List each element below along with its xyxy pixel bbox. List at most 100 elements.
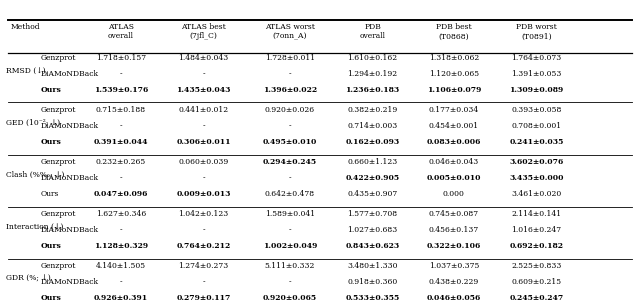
Text: 0.456±0.137: 0.456±0.137 xyxy=(429,226,479,234)
Text: 0.000: 0.000 xyxy=(443,190,465,199)
Text: 0.441±0.012: 0.441±0.012 xyxy=(179,106,228,114)
Text: 0.438±0.229: 0.438±0.229 xyxy=(429,278,479,286)
Text: Ours: Ours xyxy=(41,242,62,250)
Text: DiAMoNDBack: DiAMoNDBack xyxy=(41,278,99,286)
Text: 1.274±0.273: 1.274±0.273 xyxy=(179,262,229,270)
Text: 1.391±0.053: 1.391±0.053 xyxy=(511,70,562,78)
Text: 0.046±0.043: 0.046±0.043 xyxy=(429,158,479,166)
Text: 0.609±0.215: 0.609±0.215 xyxy=(511,278,562,286)
Text: 1.396±0.022: 1.396±0.022 xyxy=(262,86,317,94)
Text: DiAMoNDBack: DiAMoNDBack xyxy=(41,70,99,78)
Text: 2.114±0.141: 2.114±0.141 xyxy=(511,210,562,218)
Text: 0.162±0.093: 0.162±0.093 xyxy=(346,138,400,146)
Text: 1.016±0.247: 1.016±0.247 xyxy=(511,226,562,234)
Text: 3.480±1.330: 3.480±1.330 xyxy=(348,262,398,270)
Text: 0.046±0.056: 0.046±0.056 xyxy=(427,295,481,302)
Text: 1.002±0.049: 1.002±0.049 xyxy=(262,242,317,250)
Text: 0.660±1.123: 0.660±1.123 xyxy=(348,158,397,166)
Text: PDB best
(T0868): PDB best (T0868) xyxy=(436,22,472,40)
Text: Clash (%‰; ↓): Clash (%‰; ↓) xyxy=(6,171,65,179)
Text: 1.236±0.183: 1.236±0.183 xyxy=(346,86,400,94)
Text: 0.422±0.905: 0.422±0.905 xyxy=(346,174,399,182)
Text: 2.525±0.833: 2.525±0.833 xyxy=(511,262,562,270)
Text: 0.715±0.188: 0.715±0.188 xyxy=(96,106,146,114)
Text: Ours: Ours xyxy=(41,86,62,94)
Text: 0.393±0.058: 0.393±0.058 xyxy=(511,106,562,114)
Text: 1.728±0.011: 1.728±0.011 xyxy=(265,54,315,62)
Text: -: - xyxy=(202,174,205,182)
Text: -: - xyxy=(202,122,205,130)
Text: 0.918±0.360: 0.918±0.360 xyxy=(348,278,397,286)
Text: PDB worst
(T0891): PDB worst (T0891) xyxy=(516,22,557,40)
Text: 1.106±0.079: 1.106±0.079 xyxy=(427,86,481,94)
Text: 1.484±0.043: 1.484±0.043 xyxy=(179,54,229,62)
Text: 0.083±0.006: 0.083±0.006 xyxy=(427,138,481,146)
Text: 0.745±0.087: 0.745±0.087 xyxy=(429,210,479,218)
Text: 1.610±0.162: 1.610±0.162 xyxy=(348,54,397,62)
Text: -: - xyxy=(202,278,205,286)
Text: Ours: Ours xyxy=(41,190,60,199)
Text: PDB
overall: PDB overall xyxy=(360,22,385,40)
Text: GDR (%; ↓): GDR (%; ↓) xyxy=(6,275,51,283)
Text: 0.454±0.001: 0.454±0.001 xyxy=(429,122,479,130)
Text: 0.708±0.001: 0.708±0.001 xyxy=(511,122,562,130)
Text: 0.764±0.212: 0.764±0.212 xyxy=(177,242,231,250)
Text: ATLAS best
(7jfl_C): ATLAS best (7jfl_C) xyxy=(181,22,226,40)
Text: 1.435±0.043: 1.435±0.043 xyxy=(177,86,231,94)
Text: ATLAS worst
(7onn_A): ATLAS worst (7onn_A) xyxy=(265,22,315,40)
Text: 1.718±0.157: 1.718±0.157 xyxy=(96,54,146,62)
Text: Genzprot: Genzprot xyxy=(41,262,76,270)
Text: 3.602±0.076: 3.602±0.076 xyxy=(509,158,564,166)
Text: RMSD (↓): RMSD (↓) xyxy=(6,67,46,75)
Text: GED (10⁻²; ↓): GED (10⁻²; ↓) xyxy=(6,119,61,127)
Text: 0.642±0.478: 0.642±0.478 xyxy=(265,190,315,199)
Text: -: - xyxy=(120,70,122,78)
Text: Genzprot: Genzprot xyxy=(41,106,76,114)
Text: DiAMoNDBack: DiAMoNDBack xyxy=(41,226,99,234)
Text: 1.627±0.346: 1.627±0.346 xyxy=(96,210,146,218)
Text: 0.294±0.245: 0.294±0.245 xyxy=(262,158,317,166)
Text: -: - xyxy=(289,226,291,234)
Text: 0.714±0.003: 0.714±0.003 xyxy=(348,122,397,130)
Text: 0.843±0.623: 0.843±0.623 xyxy=(346,242,400,250)
Text: 1.577±0.708: 1.577±0.708 xyxy=(348,210,397,218)
Text: Ours: Ours xyxy=(41,138,62,146)
Text: 0.533±0.355: 0.533±0.355 xyxy=(346,295,400,302)
Text: 1.128±0.329: 1.128±0.329 xyxy=(94,242,148,250)
Text: 1.037±0.375: 1.037±0.375 xyxy=(429,262,479,270)
Text: 0.005±0.010: 0.005±0.010 xyxy=(427,174,481,182)
Text: 0.322±0.106: 0.322±0.106 xyxy=(427,242,481,250)
Text: 0.232±0.265: 0.232±0.265 xyxy=(96,158,146,166)
Text: 5.111±0.332: 5.111±0.332 xyxy=(264,262,315,270)
Text: 0.926±0.391: 0.926±0.391 xyxy=(94,295,148,302)
Text: Interaction (↓): Interaction (↓) xyxy=(6,223,64,231)
Text: 0.177±0.034: 0.177±0.034 xyxy=(429,106,479,114)
Text: 0.047±0.096: 0.047±0.096 xyxy=(93,190,148,199)
Text: 1.027±0.683: 1.027±0.683 xyxy=(348,226,397,234)
Text: 1.539±0.176: 1.539±0.176 xyxy=(93,86,148,94)
Text: Method: Method xyxy=(11,22,40,30)
Text: ATLAS
overall: ATLAS overall xyxy=(108,22,134,40)
Text: Ours: Ours xyxy=(41,295,62,302)
Text: 0.391±0.044: 0.391±0.044 xyxy=(93,138,148,146)
Text: 0.920±0.065: 0.920±0.065 xyxy=(262,295,317,302)
Text: 4.140±1.505: 4.140±1.505 xyxy=(96,262,146,270)
Text: 1.042±0.123: 1.042±0.123 xyxy=(179,210,229,218)
Text: -: - xyxy=(120,122,122,130)
Text: -: - xyxy=(120,226,122,234)
Text: -: - xyxy=(202,70,205,78)
Text: -: - xyxy=(120,174,122,182)
Text: Genzprot: Genzprot xyxy=(41,210,76,218)
Text: 1.294±0.192: 1.294±0.192 xyxy=(348,70,397,78)
Text: 1.120±0.065: 1.120±0.065 xyxy=(429,70,479,78)
Text: 1.764±0.073: 1.764±0.073 xyxy=(511,54,562,62)
Text: -: - xyxy=(289,70,291,78)
Text: DiAMoNDBack: DiAMoNDBack xyxy=(41,122,99,130)
Text: 1.309±0.089: 1.309±0.089 xyxy=(509,86,564,94)
Text: 0.920±0.026: 0.920±0.026 xyxy=(265,106,315,114)
Text: -: - xyxy=(289,122,291,130)
Text: 0.245±0.247: 0.245±0.247 xyxy=(509,295,564,302)
Text: 1.589±0.041: 1.589±0.041 xyxy=(265,210,315,218)
Text: 0.382±0.219: 0.382±0.219 xyxy=(348,106,397,114)
Text: 0.435±0.907: 0.435±0.907 xyxy=(348,190,397,199)
